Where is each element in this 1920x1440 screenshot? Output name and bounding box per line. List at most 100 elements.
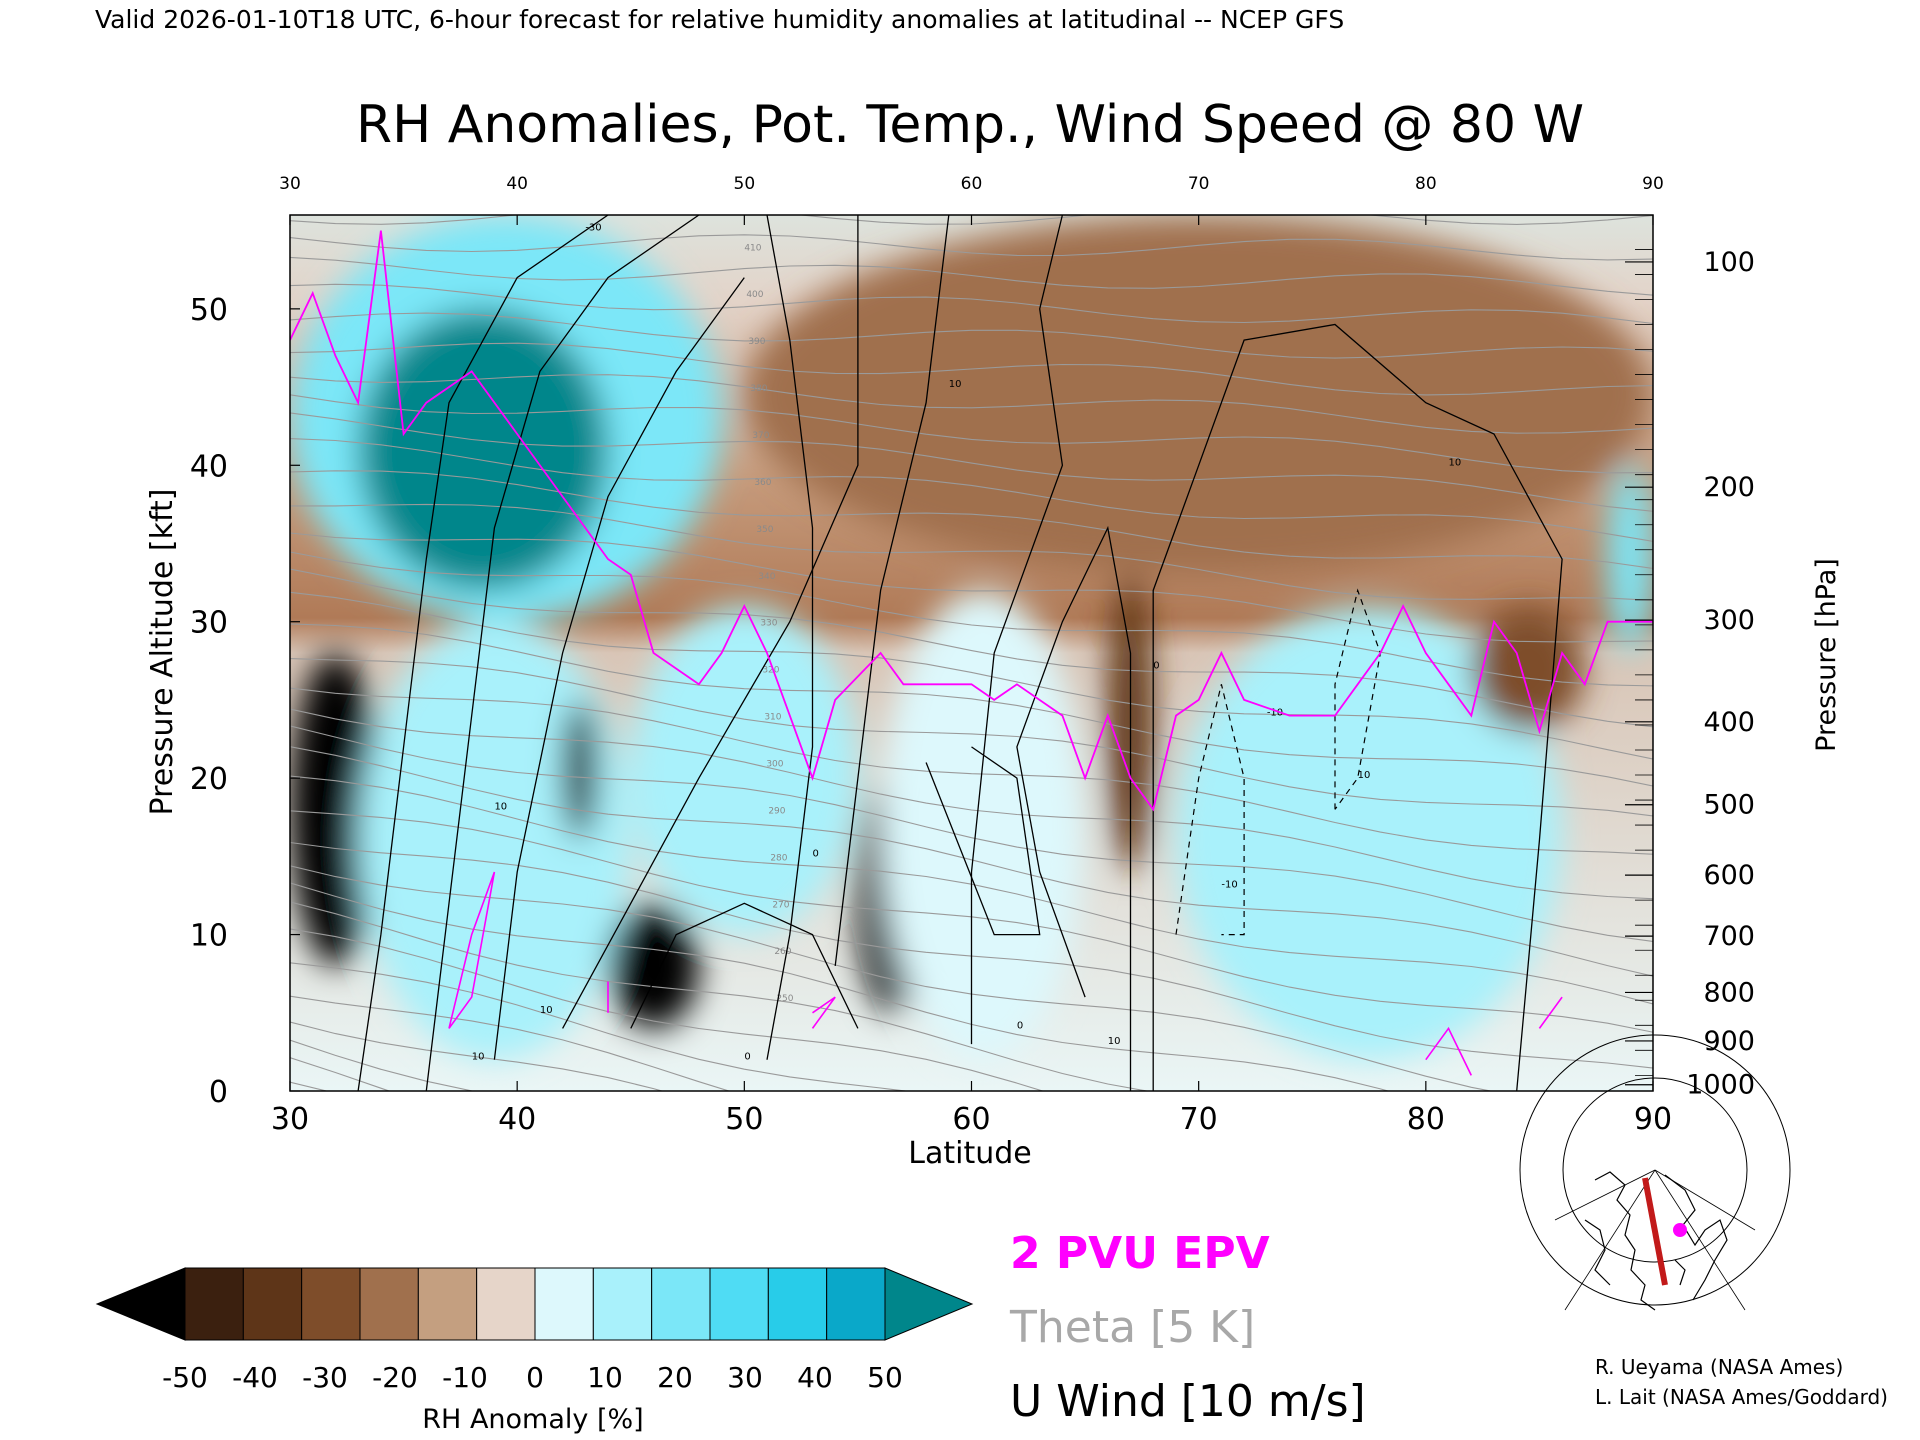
legend-theta: Theta [5 K] — [1009, 1302, 1255, 1353]
theta-label: 250 — [776, 994, 793, 1004]
wind-contour-label: 10 — [1449, 457, 1462, 468]
colorbar-tick-label: -50 — [162, 1361, 208, 1394]
x-tick-label: 50 — [725, 1102, 763, 1137]
theta-contour-265 — [290, 1021, 664, 1091]
wind-contour-negative-1 — [1334, 588, 1382, 810]
wind-contour-4 — [766, 215, 814, 1060]
x-tick-label: 40 — [498, 1102, 536, 1137]
pressure-tick-label: 200 — [1703, 472, 1755, 503]
pressure-tick-label: 1000 — [1686, 1070, 1755, 1101]
theta-contour-270 — [290, 995, 731, 1091]
x-tick-label: 90 — [1634, 1102, 1672, 1137]
wind-contour-label: 10 — [540, 1005, 553, 1016]
pressure-tick-label: 600 — [1703, 860, 1755, 891]
theta-contour-280 — [290, 928, 1045, 1091]
colorbar-tick-label: 40 — [797, 1361, 833, 1394]
rh-region-12 — [744, 215, 1653, 575]
wind-contour-label: 0 — [744, 1052, 750, 1063]
colorbar-swatch — [534, 1267, 594, 1341]
theta-contour-330 — [290, 687, 1653, 855]
wind-contour-label: 0 — [1153, 661, 1159, 672]
x-tick-label: 80 — [1407, 1102, 1445, 1137]
colorbar-tick-label: -20 — [372, 1361, 418, 1394]
y-tick-label: 40 — [190, 449, 228, 484]
colorbar-swatch — [709, 1267, 769, 1341]
rh-region-8 — [880, 590, 1086, 1060]
wind-contour-5 — [834, 215, 950, 966]
wind-contour-label: 10 — [949, 379, 962, 390]
theta-contour-390 — [290, 374, 1653, 434]
theta-label: 410 — [744, 243, 761, 253]
epv-low-contour-2 — [811, 996, 836, 1029]
wind-contour-10 — [630, 902, 859, 1029]
epv-low-contour-0 — [448, 871, 496, 1029]
epv-low-contour-4 — [1538, 996, 1563, 1029]
theta-contour-320 — [290, 725, 1653, 943]
theta-contour-380 — [290, 412, 1653, 512]
top-tick-label: 80 — [1415, 174, 1437, 194]
wind-contour-label: 10 — [472, 1052, 485, 1063]
rh-region-13 — [1607, 465, 1653, 653]
rh-region-5 — [608, 903, 699, 1029]
top-tick-label: 70 — [1188, 174, 1210, 194]
epv-contour — [290, 230, 1653, 1076]
theta-label: 300 — [766, 760, 783, 770]
wind-contour-1 — [425, 215, 700, 1091]
colorbar-tick-label: 10 — [587, 1361, 623, 1394]
colorbar-swatch — [184, 1267, 244, 1341]
theta-label: 340 — [758, 572, 775, 582]
wind-contour-label: 10 — [1108, 1036, 1121, 1047]
legend-wind: U Wind [10 m/s] — [1010, 1376, 1366, 1427]
wind-contour-9 — [925, 746, 1041, 936]
cross-section-line — [1642, 1177, 1668, 1286]
credit-line-2: L. Lait (NASA Ames/Goddard) — [1595, 1385, 1888, 1409]
pressure-tick-label: 500 — [1703, 790, 1755, 821]
theta-contours: 410 400 390 380 370 360 350 340 330 320 310 300 290 2… — [290, 215, 1653, 1091]
theta-contour-340 — [290, 623, 1653, 787]
rh-region-1 — [358, 308, 609, 591]
wind-contour-3 — [562, 215, 859, 1029]
theta-label: 310 — [764, 713, 781, 723]
plot-area: 4104003903803703603503403303203103002902… — [190, 174, 1755, 1137]
y-tick-label: 0 — [209, 1075, 228, 1110]
theta-label: 290 — [768, 806, 785, 816]
pressure-tick-label: 900 — [1703, 1026, 1755, 1057]
theta-label: 360 — [754, 478, 771, 488]
top-tick-label: 50 — [734, 174, 756, 194]
colorbar-tick-label: -40 — [232, 1361, 278, 1394]
colorbar-label: RH Anomaly [%] — [422, 1404, 643, 1435]
theta-contour-385 — [290, 394, 1653, 474]
epv-2pvu-contour — [290, 230, 1653, 812]
colorbar-swatch — [359, 1267, 419, 1341]
x-tick-label: 60 — [952, 1102, 990, 1137]
wind-contours: -30 10 10 10 0 0 0 0 10 10 10 -10 -10 10 — [357, 215, 1563, 1091]
map-inset — [1520, 1035, 1790, 1315]
top-tick-label: 60 — [961, 174, 983, 194]
theta-label: 280 — [770, 853, 787, 863]
colorbar-swatch — [242, 1267, 303, 1341]
theta-contour-395 — [290, 342, 1653, 396]
theta-contour-315 — [290, 746, 1653, 977]
theta-label: 330 — [760, 619, 777, 629]
map-coastline — [1584, 1171, 1728, 1311]
wind-contour-negative-0 — [1175, 684, 1245, 936]
theta-contour-415 — [290, 234, 1653, 261]
wind-contour-label: 0 — [812, 848, 818, 859]
chart-title: RH Anomalies, Pot. Temp., Wind Speed @ 8… — [356, 95, 1584, 155]
colorbar-swatch — [767, 1267, 828, 1341]
theta-label: 270 — [772, 900, 789, 910]
theta-contour-360 — [290, 532, 1653, 643]
y-axis-label-left: Pressure Altitude [kft] — [145, 489, 180, 816]
theta-contour-375 — [290, 438, 1653, 542]
theta-contour-275 — [290, 962, 911, 1091]
theta-label: 260 — [774, 947, 791, 957]
colorbar-tick-label: 50 — [867, 1361, 903, 1394]
wind-contour-label: 0 — [1017, 1020, 1023, 1031]
wind-contour-8 — [1152, 323, 1563, 1091]
theta-contour-335 — [290, 658, 1653, 817]
x-tick-label: 30 — [271, 1102, 309, 1137]
theta-contour-325 — [290, 708, 1653, 900]
wind-contour-label: -10 — [1221, 880, 1237, 891]
theta-label: 320 — [762, 666, 779, 676]
